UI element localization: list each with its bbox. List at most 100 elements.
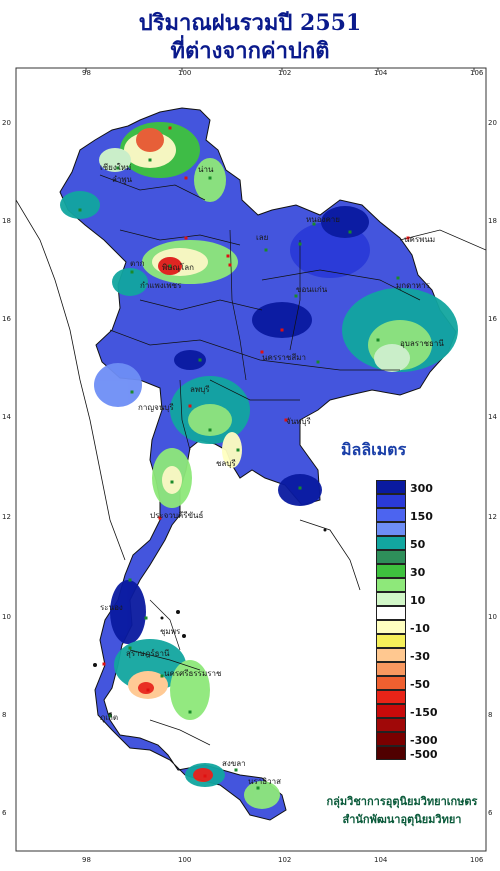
station-marker — [130, 270, 134, 274]
x-tick-label-top: 100 — [178, 69, 191, 77]
thailand-landmass — [59, 107, 457, 821]
patch-ranong — [110, 580, 146, 644]
station-marker — [294, 294, 298, 298]
station-marker — [228, 263, 232, 267]
place-label: ชุมพร — [160, 627, 181, 636]
legend-swatch — [376, 508, 406, 522]
station-marker — [168, 264, 172, 268]
station-marker — [376, 338, 380, 342]
x-tick-label-bottom: 98 — [82, 856, 91, 864]
station-marker — [316, 360, 320, 364]
station-marker — [396, 276, 400, 280]
islands — [93, 528, 327, 717]
legend-label: 300 — [410, 482, 433, 495]
province-boundaries — [99, 174, 421, 746]
legend-label: 50 — [410, 538, 426, 551]
station-marker — [148, 158, 152, 162]
place-label: ชลบุรี — [216, 459, 236, 468]
credit-line-2: สำนักพัฒนาอุตุนิยมวิทยา — [342, 813, 462, 826]
neighbour-borders — [16, 199, 486, 591]
station-marker — [108, 714, 112, 718]
station-marker — [198, 358, 202, 362]
legend-label: -10 — [410, 622, 430, 635]
patch-chiangmai — [99, 148, 131, 172]
legend-label: -300 — [410, 734, 438, 747]
patch-nakhon — [170, 660, 210, 720]
y-tick-label-left: 16 — [2, 315, 11, 323]
legend-title: มิลลิเมตร — [341, 440, 407, 459]
station-marker — [158, 516, 162, 520]
station-marker — [312, 222, 316, 226]
patch-north-deficit — [136, 128, 164, 152]
legend-label: -150 — [410, 706, 438, 719]
legend-swatch — [376, 550, 406, 564]
x-tick-label-bottom: 100 — [178, 856, 191, 864]
y-tick-label-right: 16 — [488, 315, 497, 323]
place-label: หนองคาย — [306, 215, 340, 224]
legend-label: -50 — [410, 678, 430, 691]
patch-nongkhai — [321, 206, 369, 238]
patch-songkhla-red — [193, 768, 213, 782]
place-label: ตาก — [130, 259, 145, 268]
legend-swatch — [376, 704, 406, 718]
legend-swatch — [376, 480, 406, 494]
legend-swatch — [376, 648, 406, 662]
legend-swatch — [376, 620, 406, 634]
place-label: จันทบุรี — [286, 417, 312, 426]
station-marker — [348, 230, 352, 234]
station-marker — [188, 404, 192, 408]
station-marker — [226, 254, 230, 258]
x-tick-label-top: 106 — [470, 69, 484, 77]
legend-label: 150 — [410, 510, 433, 523]
patch-narathiwat — [244, 781, 280, 809]
y-tick-label-left: 14 — [2, 413, 11, 421]
place-label: มุกดาหาร — [396, 281, 431, 290]
station-marker — [144, 616, 148, 620]
patch-prachuap-light — [162, 466, 182, 494]
station-marker — [78, 208, 82, 212]
y-tick-label-right: 6 — [488, 809, 493, 817]
place-label: กำแพงเพชร — [140, 281, 182, 290]
legend-swatch — [376, 746, 406, 760]
legend-label: 30 — [410, 566, 426, 579]
station-marker — [170, 480, 174, 484]
patch-central-dark — [174, 350, 206, 370]
legend-swatch — [376, 606, 406, 620]
x-tick-label-top: 98 — [82, 69, 91, 77]
station-marker — [298, 242, 302, 246]
place-label: ลำพูน — [112, 175, 133, 185]
place-label: ประจวบคีรีขันธ์ — [150, 510, 204, 520]
x-tick-label-top: 102 — [278, 69, 291, 77]
patch-isan-center — [252, 302, 312, 338]
place-label: สงขลา — [222, 759, 246, 768]
patch-chonburi — [222, 432, 242, 468]
x-tick-label-bottom: 104 — [374, 856, 388, 864]
y-tick-label-left: 12 — [2, 513, 11, 521]
legend-swatch — [376, 690, 406, 704]
station-marker — [260, 350, 264, 354]
station-marker — [234, 768, 238, 772]
y-tick-label-left: 8 — [2, 711, 6, 719]
station-marker — [406, 236, 410, 240]
station-marker — [256, 786, 260, 790]
y-tick-label-left: 18 — [2, 217, 11, 225]
patch-nan — [194, 158, 226, 202]
station-marker — [208, 428, 212, 432]
station-marker — [160, 674, 164, 678]
legend-swatch — [376, 676, 406, 690]
place-labels: เชียงใหม่ ลำพูน น่าน ตาก พิษณุโลก หนองคา… — [100, 163, 444, 786]
x-tick-label-top: 104 — [374, 69, 388, 77]
place-label: ขอนแก่น — [296, 285, 328, 294]
map-subtitle: ที่ต่างจากค่าปกติ — [170, 38, 330, 64]
station-marker — [188, 710, 192, 714]
place-label: นราธิวาส — [248, 777, 281, 786]
place-label: นครศรีธรรมราช — [164, 669, 222, 678]
patch-tak — [112, 268, 148, 296]
station-marker — [168, 126, 172, 130]
x-tick-label-bottom: 102 — [278, 856, 291, 864]
place-label: สุราษฎร์ธานี — [126, 648, 170, 658]
y-tick-label-right: 12 — [488, 513, 497, 521]
legend-label: -30 — [410, 650, 430, 663]
station-marker — [184, 236, 188, 240]
